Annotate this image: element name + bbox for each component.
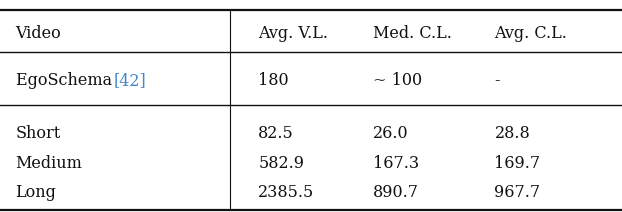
Text: Avg. C.L.: Avg. C.L. [494,25,567,42]
Text: 82.5: 82.5 [258,125,294,142]
Text: Avg. V.L.: Avg. V.L. [258,25,328,42]
Text: 582.9: 582.9 [258,155,304,172]
Text: Medium: Medium [16,155,83,172]
Text: 180: 180 [258,72,289,89]
Text: Short: Short [16,125,61,142]
Text: 167.3: 167.3 [373,155,419,172]
Text: 26.0: 26.0 [373,125,409,142]
Text: 28.8: 28.8 [494,125,530,142]
Text: ~ 100: ~ 100 [373,72,422,89]
Text: 890.7: 890.7 [373,184,419,201]
Text: Med. C.L.: Med. C.L. [373,25,452,42]
Text: -: - [494,72,500,89]
Text: 169.7: 169.7 [494,155,541,172]
Text: Video: Video [16,25,62,42]
Text: 2385.5: 2385.5 [258,184,314,201]
Text: 967.7: 967.7 [494,184,541,201]
Text: EgoSchema: EgoSchema [16,72,117,89]
Text: Long: Long [16,184,57,201]
Text: [42]: [42] [113,72,146,89]
